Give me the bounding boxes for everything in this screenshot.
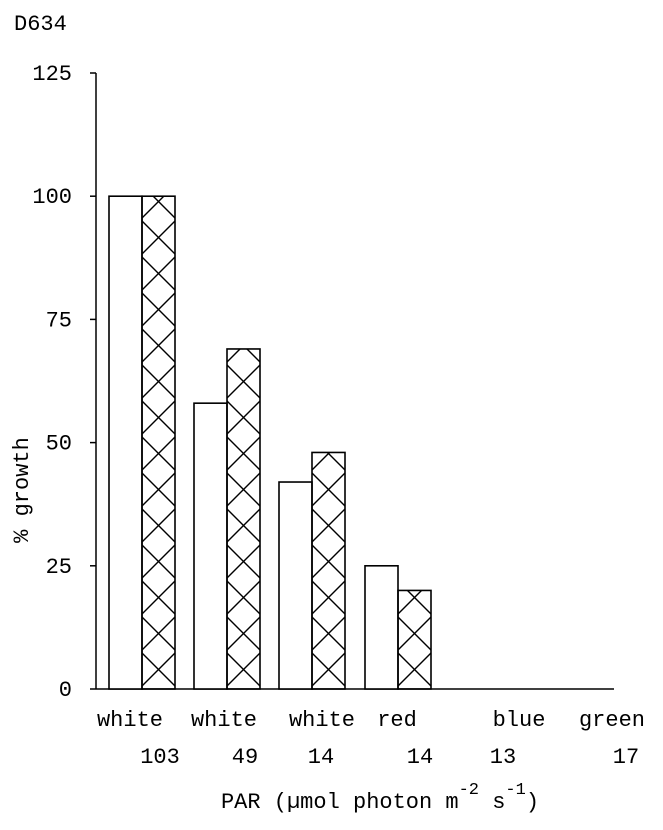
hatch-line [398,545,431,578]
x-tick-category: white [289,708,355,733]
hatch-line [227,544,260,579]
hatch-line [142,364,175,399]
hatch-line [142,113,175,146]
x-axis-label-prefix: PAR (µmol photon m [221,790,459,815]
hatch-line [312,508,345,543]
hatched-bar-white-0 [141,195,176,690]
hatch-line [227,616,260,651]
hatch-line [142,328,175,363]
hatch-line [227,257,260,290]
x-tick-par-value: 13 [490,745,516,770]
y-tick-label: 125 [32,62,72,87]
x-tick-category: white [191,708,257,733]
hatched-bar-white-0-hatch [142,113,175,689]
open-bar-white-2 [278,481,313,690]
hatch-line [227,348,242,363]
hatch-line [312,580,345,615]
hatch-line [398,545,431,578]
x-tick-par-value: 103 [140,745,180,770]
hatch-line [142,616,175,651]
hatch-line [142,652,175,687]
hatch-line [312,365,345,398]
y-axis-label: % growth [10,437,35,543]
hatch-line [142,508,175,543]
hatch-line [142,256,175,291]
hatched-bar-red-3 [397,589,432,690]
hatch-line [406,590,431,615]
x-tick-category: green [579,708,645,733]
hatched-bar-white-2 [311,451,346,690]
hatch-line [142,113,175,146]
hatch-line [312,652,345,687]
hatch-line [142,544,175,579]
hatched-bar-white-1-hatch [227,257,260,689]
x-tick-par-value: 14 [308,745,334,770]
hatch-line [245,348,260,363]
x-axis-label-mid: s [479,790,505,815]
x-tick-par-value: 49 [232,745,258,770]
hatch-line [227,652,260,687]
hatch-line [142,400,175,435]
hatch-line [142,220,175,255]
x-tick-category: white [97,708,163,733]
y-axis: 0 25 50 75 100 125 [32,62,97,703]
hatch-line [312,365,345,398]
open-bar-white-0 [108,195,143,690]
hatch-line [142,580,175,615]
hatch-line [312,616,345,651]
hatch-line [398,509,431,542]
hatch-line [227,364,260,399]
hatch-line [142,292,175,327]
hatch-line [326,452,345,471]
hatch-line [152,196,175,219]
x-axis-label-exp1: -2 [459,781,479,800]
y-tick-label: 75 [46,308,72,333]
hatch-line [142,472,175,507]
x-tick-category: blue [493,708,546,733]
figure-corner-label: D634 [14,12,67,37]
hatch-line [312,472,345,507]
x-tick-labels: white 103 white 49 white 14 red 14 blue 13 green 17 [97,708,645,770]
y-tick-label: 100 [32,185,72,210]
hatch-line [227,293,260,326]
hatch-line [227,436,260,471]
x-axis-label-suffix: ) [526,790,539,815]
hatch-line [142,436,175,471]
y-tick-label: 0 [59,678,72,703]
y-tick-label: 25 [46,555,72,580]
hatch-line [227,257,260,290]
hatch-line [312,544,345,579]
open-bar-red-3 [364,564,399,690]
hatch-line [227,400,260,435]
x-tick-par-value: 17 [613,745,639,770]
open-bar-white-1 [193,402,228,690]
hatch-line [227,472,260,507]
hatch-line [142,149,175,182]
x-axis-label-exp2: -1 [505,781,525,800]
bars [108,113,432,690]
x-axis-label: PAR (µmol photon m-2 s-1) [221,781,539,815]
hatch-line [227,508,260,543]
hatch-line [398,652,431,687]
hatch-line [398,616,431,651]
hatch-line [227,293,260,326]
hatch-line [312,401,345,434]
hatched-bar-red-3-hatch [398,509,431,689]
y-tick-label: 50 [46,432,72,457]
hatch-line [312,401,345,434]
x-tick-category: red [377,708,417,733]
hatch-line [142,149,175,182]
hatched-bar-white-1 [226,348,261,690]
x-tick-par-value: 14 [407,745,433,770]
hatch-line [227,580,260,615]
hatch-line [398,509,431,542]
hatched-bar-white-2-hatch [312,365,345,689]
